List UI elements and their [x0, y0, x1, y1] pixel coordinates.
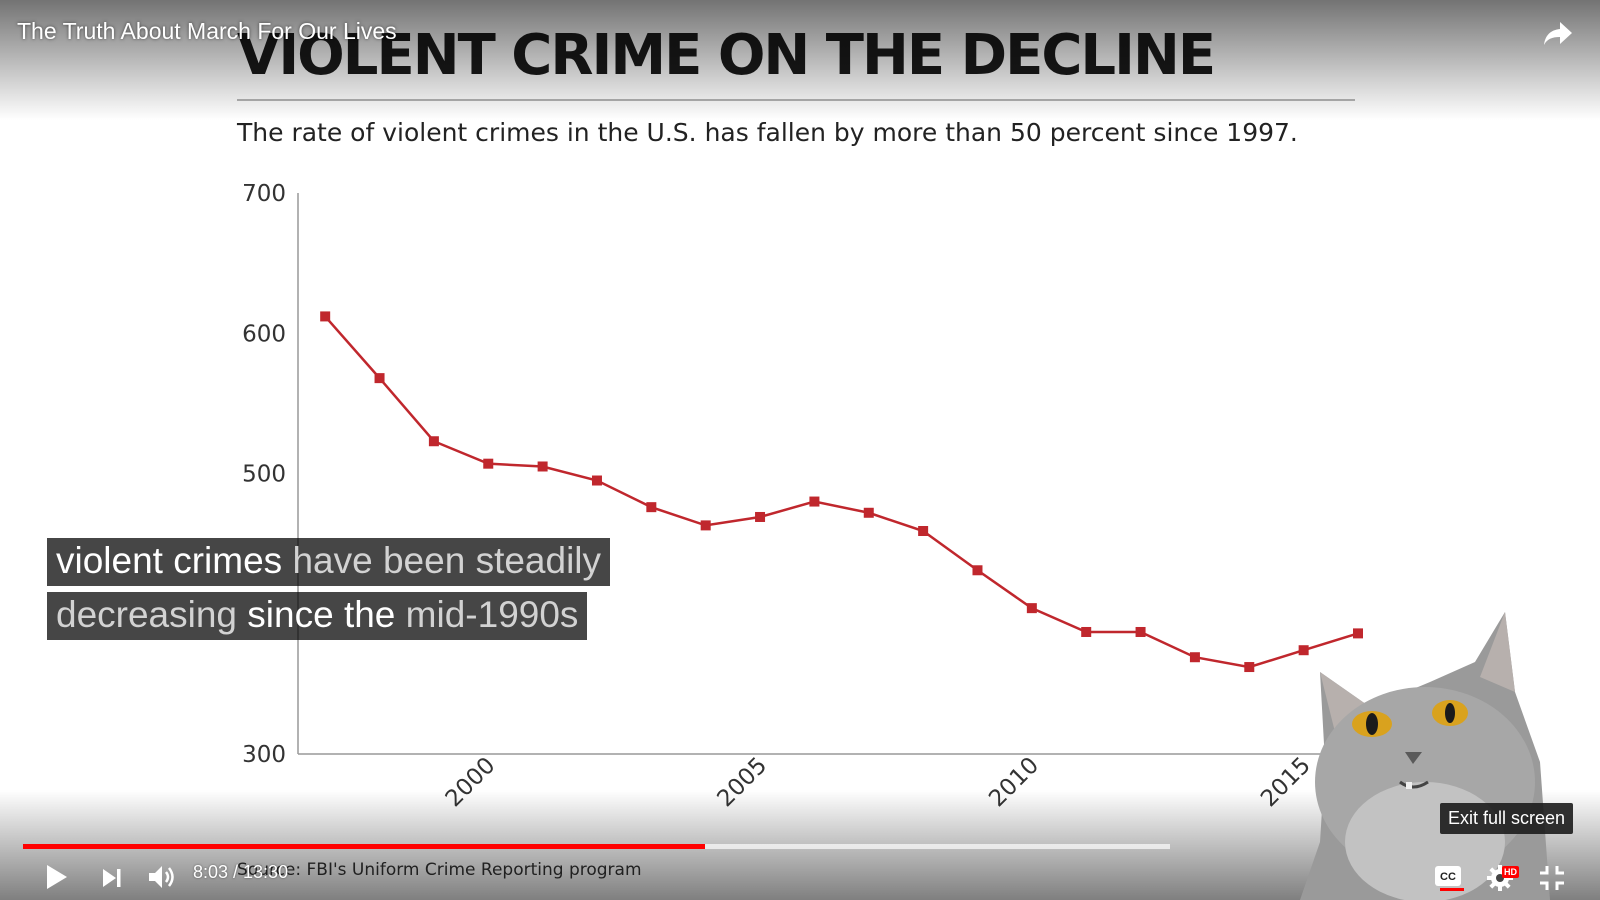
y-tick-label: 700: [242, 181, 286, 207]
cc-active-indicator: [1440, 888, 1464, 891]
cat-image: [1300, 612, 1550, 900]
x-tick-label: 2010: [984, 752, 1044, 812]
hd-badge: HD: [1502, 866, 1519, 878]
subtitles-button[interactable]: CC: [1432, 863, 1464, 889]
data-point: [320, 311, 331, 322]
mute-button[interactable]: [144, 860, 180, 894]
video-title[interactable]: The Truth About March For Our Lives: [17, 18, 397, 44]
data-point: [1081, 626, 1092, 637]
x-tick-label: 2000: [441, 752, 501, 812]
data-point: [1135, 626, 1146, 637]
data-point: [646, 502, 657, 513]
time-display: 8:03 / 13:30: [193, 862, 289, 882]
next-icon: [103, 869, 121, 887]
caption-segment-b: since the: [247, 594, 396, 635]
share-icon: [1544, 22, 1572, 45]
data-point: [918, 526, 929, 537]
data-point: [483, 458, 494, 469]
data-point: [700, 520, 711, 531]
data-point: [1298, 645, 1309, 656]
x-tick-label: 2005: [712, 752, 772, 812]
data-point: [428, 436, 439, 447]
data-point: [374, 373, 385, 384]
data-point: [972, 565, 983, 576]
data-point: [591, 475, 602, 486]
exit-fullscreen-icon: [1540, 866, 1564, 890]
next-button[interactable]: [96, 862, 128, 894]
series-line: [324, 315, 1359, 669]
play-icon: [47, 865, 67, 889]
caption-segment-c: mid-1990s: [395, 594, 579, 635]
data-point: [809, 496, 820, 507]
data-point: [863, 507, 874, 518]
data-point: [1026, 603, 1037, 614]
exit-fullscreen-tooltip: Exit full screen: [1440, 803, 1574, 834]
caption-line-1: violent crimes have been steadily: [47, 538, 611, 586]
y-tick-label: 500: [242, 462, 286, 488]
caption-line-2: decreasing since the mid-1990s: [47, 592, 588, 640]
data-point: [1353, 628, 1363, 639]
volume-icon: [149, 866, 174, 888]
y-tick-label: 300: [242, 742, 286, 768]
slide-source: Source: FBI's Uniform Crime Reporting pr…: [237, 860, 642, 880]
data-point: [1189, 652, 1200, 663]
captions-window: violent crimes have been steadily decrea…: [47, 538, 611, 646]
progress-bar[interactable]: [23, 844, 1170, 849]
caption-word-highlight: violent crimes: [56, 540, 283, 581]
svg-text:CC: CC: [1440, 871, 1456, 883]
slide-subtitle: The rate of violent crimes in the U.S. h…: [237, 118, 1298, 147]
data-point: [755, 511, 766, 522]
exit-fullscreen-button[interactable]: [1536, 862, 1568, 894]
progress-played: [23, 844, 706, 849]
data-point: [537, 461, 548, 472]
cc-icon: CC: [1435, 866, 1461, 886]
caption-word-rest: have been steadily: [282, 540, 602, 581]
play-button[interactable]: [38, 860, 74, 894]
y-tick-label: 600: [242, 321, 286, 347]
data-point: [1244, 662, 1255, 673]
share-button[interactable]: [1540, 16, 1576, 52]
caption-segment-a: decreasing: [56, 594, 248, 635]
